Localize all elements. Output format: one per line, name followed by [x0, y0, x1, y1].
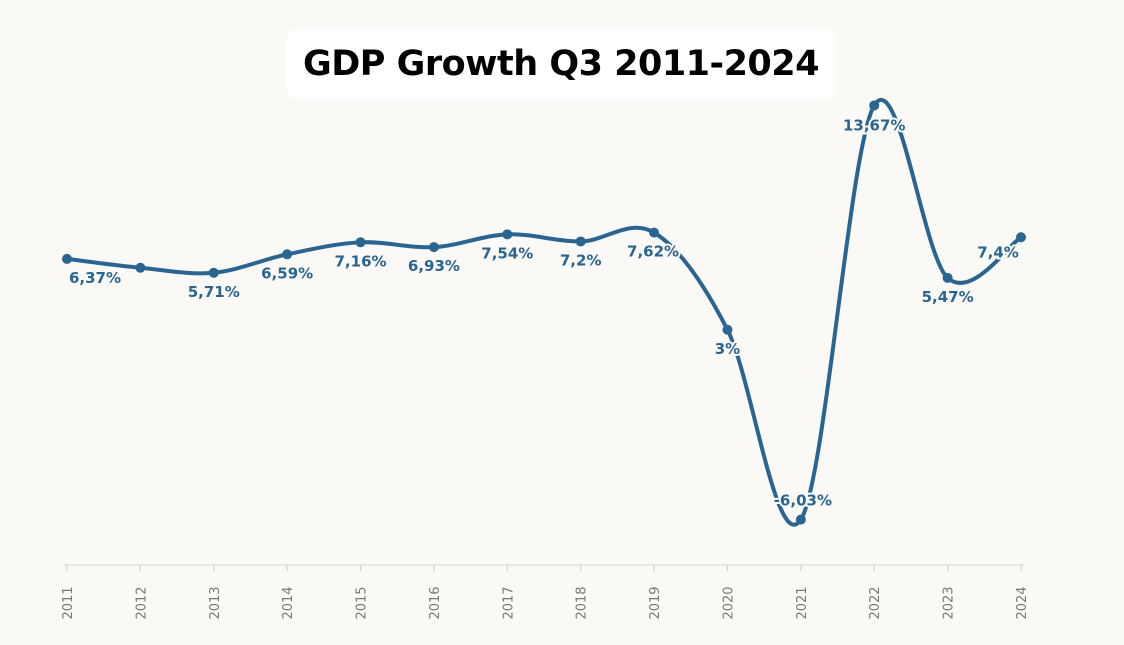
- data-point-2021: [795, 514, 806, 525]
- x-tick-label: 2020: [721, 586, 736, 619]
- x-tick-label: 2022: [868, 586, 883, 619]
- data-point-2017: [502, 229, 513, 240]
- chart-title-box: GDP Growth Q3 2011-2024: [286, 29, 836, 99]
- data-point-2012: [135, 262, 146, 273]
- x-tick-label: 2023: [942, 586, 957, 619]
- x-tick-label: 2012: [134, 586, 149, 619]
- data-label-2019: 7,62%: [627, 243, 679, 261]
- data-point-2022: [869, 100, 880, 111]
- data-label-2024: 7,4%: [977, 243, 1019, 261]
- x-axis: 2011 2012 2013 2014 2015 2016 2017 2018 2019 2020…: [61, 564, 1030, 620]
- chart-title: GDP Growth Q3 2011-2024: [303, 44, 819, 84]
- data-point-2024: [1016, 232, 1026, 243]
- data-point-2015: [355, 237, 366, 248]
- data-point-2018: [575, 236, 586, 247]
- x-tick-label: 2013: [208, 586, 223, 619]
- x-tick-label: 2015: [355, 586, 370, 619]
- data-labels: 6,37% 5,71% 6,59% 7,16% 6,93% 7,54% 7,2% 7,62% 3…: [67, 114, 1021, 511]
- data-point-2016: [428, 242, 439, 253]
- data-point-2019: [649, 227, 660, 238]
- x-tick-label: 2011: [61, 586, 76, 619]
- data-label-2021: -6,03%: [774, 492, 832, 510]
- x-tick-label: 2019: [648, 586, 663, 619]
- data-label-2013: 5,71%: [188, 283, 240, 301]
- data-label-2011: 6,37%: [69, 269, 121, 287]
- data-points: [62, 100, 1026, 525]
- x-tick-label: 2024: [1015, 586, 1030, 619]
- data-point-2013: [208, 267, 219, 278]
- x-tick-label: 2017: [501, 586, 516, 619]
- data-label-2017: 7,54%: [481, 244, 533, 262]
- data-label-2023: 5,47%: [922, 288, 974, 306]
- data-label-2015: 7,16%: [335, 252, 387, 270]
- data-point-2020: [722, 324, 733, 335]
- x-tick-label: 2018: [575, 586, 590, 619]
- x-tick-label: 2016: [428, 586, 443, 619]
- data-point-2011: [62, 253, 72, 264]
- data-label-2014: 6,59%: [261, 264, 313, 282]
- series-line: [65, 98, 1023, 527]
- x-tick-label: 2014: [281, 586, 296, 619]
- data-label-2020: 3%: [715, 340, 740, 358]
- data-label-2022: 13,67%: [843, 116, 905, 134]
- data-label-2018: 7,2%: [560, 251, 602, 269]
- data-point-2023: [942, 272, 953, 283]
- x-tick-label: 2021: [795, 586, 810, 619]
- data-label-2016: 6,93%: [408, 257, 460, 275]
- data-point-2014: [282, 249, 293, 260]
